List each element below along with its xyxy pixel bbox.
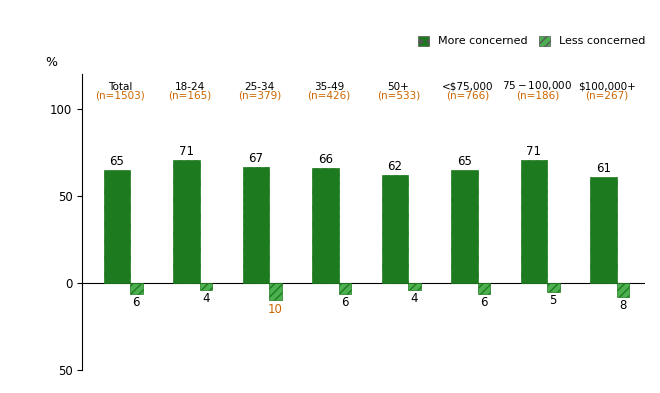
Text: (n=533): (n=533) xyxy=(377,90,420,101)
Bar xyxy=(173,160,199,283)
Text: $100,000+: $100,000+ xyxy=(578,82,636,92)
Text: 6: 6 xyxy=(341,296,348,309)
Text: 6: 6 xyxy=(133,296,140,309)
Bar xyxy=(521,160,547,283)
Text: (n=186): (n=186) xyxy=(515,90,559,101)
Bar xyxy=(199,283,212,290)
Text: (n=267): (n=267) xyxy=(585,90,628,101)
Text: 71: 71 xyxy=(526,145,541,158)
Text: 66: 66 xyxy=(318,153,333,166)
Bar xyxy=(478,283,490,294)
Text: 8: 8 xyxy=(619,299,626,312)
Text: (n=426): (n=426) xyxy=(307,90,350,101)
Text: 10: 10 xyxy=(268,303,282,316)
Text: 5: 5 xyxy=(550,294,557,307)
Text: (n=165): (n=165) xyxy=(168,90,211,101)
Bar xyxy=(312,168,339,283)
Text: 6: 6 xyxy=(480,296,488,309)
Bar xyxy=(547,283,560,292)
Text: 25-34: 25-34 xyxy=(244,82,275,92)
Text: <$75,000: <$75,000 xyxy=(442,82,494,92)
Bar xyxy=(451,170,478,283)
Bar xyxy=(130,283,143,294)
Text: Total: Total xyxy=(108,82,133,92)
Bar xyxy=(104,170,130,283)
Bar xyxy=(381,175,408,283)
Text: (n=379): (n=379) xyxy=(238,90,281,101)
Text: 35-49: 35-49 xyxy=(314,82,344,92)
Text: 4: 4 xyxy=(202,292,210,305)
Text: 62: 62 xyxy=(387,160,403,173)
Bar xyxy=(590,177,616,283)
Bar xyxy=(408,283,420,290)
Text: 4: 4 xyxy=(411,292,418,305)
Legend: More concerned, Less concerned: More concerned, Less concerned xyxy=(418,36,645,46)
Y-axis label: %: % xyxy=(45,55,57,68)
Text: 61: 61 xyxy=(596,162,610,175)
Bar xyxy=(243,167,269,283)
Text: (n=1503): (n=1503) xyxy=(96,90,145,101)
Bar xyxy=(269,283,282,301)
Text: 18-24: 18-24 xyxy=(175,82,205,92)
Text: 50+: 50+ xyxy=(387,82,409,92)
Text: 65: 65 xyxy=(110,155,124,168)
Bar xyxy=(339,283,351,294)
Bar xyxy=(616,283,629,297)
Text: 67: 67 xyxy=(248,152,263,165)
Text: (n=766): (n=766) xyxy=(446,90,490,101)
Text: $75 - $100,000: $75 - $100,000 xyxy=(502,79,572,92)
Text: 71: 71 xyxy=(179,145,194,158)
Text: 65: 65 xyxy=(457,155,472,168)
